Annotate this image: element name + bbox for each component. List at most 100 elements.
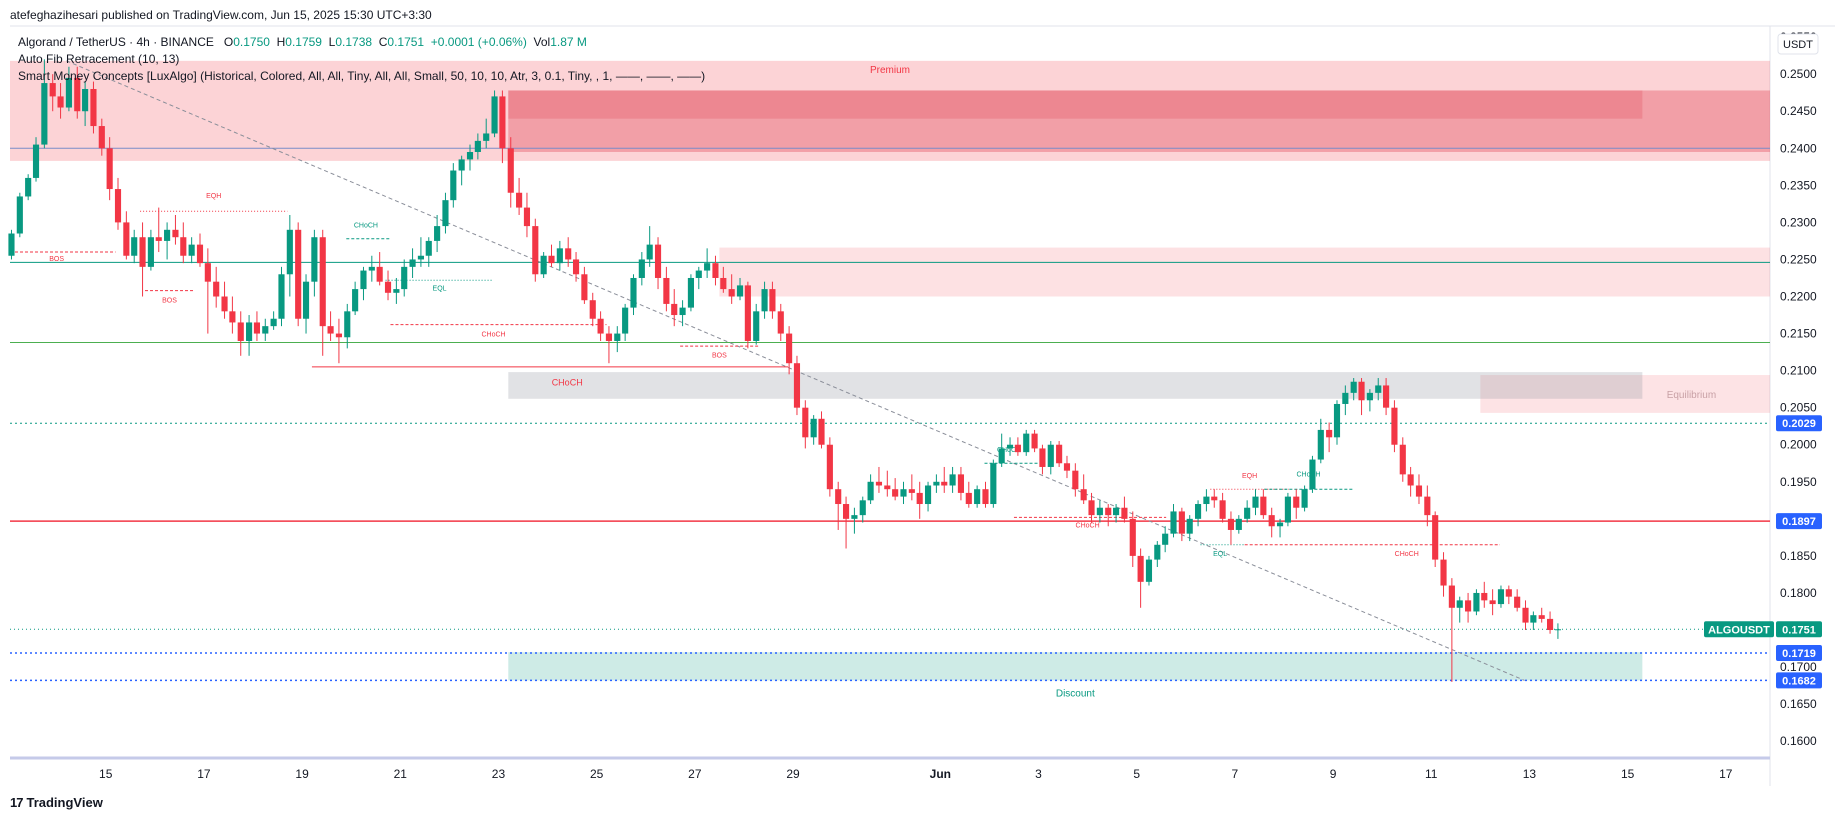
candle (736, 277, 744, 301)
candle (32, 137, 40, 182)
currency-label: USDT (1783, 39, 1813, 51)
candle-body (540, 255, 547, 275)
y-tick-label: 0.1850 (1780, 549, 1817, 563)
candle (704, 248, 711, 278)
candle-body (1448, 585, 1455, 608)
candle (753, 303, 760, 345)
candle (835, 481, 842, 530)
candle-body (344, 311, 351, 338)
candle-body (818, 418, 825, 445)
y-tick-label: 0.2000 (1780, 438, 1817, 452)
candle (1522, 600, 1529, 631)
candle (458, 155, 465, 186)
candle-body (41, 83, 48, 145)
candle-body (1056, 444, 1063, 464)
structure-label-bos-7: BOS (712, 352, 727, 359)
candle (1317, 418, 1324, 464)
candle-body (965, 492, 972, 505)
candle-body (1293, 496, 1300, 508)
zone-ob-top (508, 90, 1770, 152)
candle-body (1023, 433, 1030, 453)
candle (1235, 515, 1242, 534)
candle-body (311, 237, 318, 282)
x-tick-label: 7 (1232, 767, 1239, 781)
candle (1301, 485, 1308, 512)
candle (147, 229, 154, 271)
candle-body (605, 333, 613, 341)
candle-body (908, 489, 915, 493)
candle-body (1072, 470, 1079, 490)
currency-box (1777, 33, 1819, 55)
candle-body (1121, 507, 1128, 519)
candle (679, 300, 686, 327)
candle-body (1252, 496, 1259, 508)
candle-body (597, 318, 604, 334)
zone-label-discount: Discount (1056, 688, 1095, 699)
candle-body (941, 481, 948, 486)
volume-value: 1.87 M (550, 35, 587, 49)
candle-body (990, 463, 997, 505)
candle (900, 481, 907, 505)
candle-body (1088, 500, 1095, 516)
candle-body (916, 492, 923, 505)
candle (1432, 511, 1439, 568)
candle-body (646, 244, 653, 260)
candle-body (532, 226, 539, 275)
candle (744, 281, 751, 349)
y-tick-label: 0.1700 (1780, 660, 1817, 674)
candle (777, 303, 784, 341)
candle-body (352, 289, 359, 312)
candle (1162, 526, 1169, 553)
candle (1096, 500, 1103, 523)
candle-body (49, 83, 56, 97)
symbol-title[interactable]: Algorand / TetherUS · 4h · BINANCE (18, 35, 214, 49)
y-tick-label: 0.1950 (1780, 475, 1817, 489)
symbol-tag-box (1704, 621, 1774, 638)
structure-label-choch-13: CHoCH (1395, 551, 1419, 558)
candle (695, 266, 702, 290)
candle (474, 133, 481, 160)
indicator-fib[interactable]: Auto Fib Retracement (10, 13) (18, 52, 180, 66)
candle (859, 496, 866, 523)
candle-body (835, 489, 842, 505)
candle-body (761, 289, 768, 312)
candle (851, 507, 858, 534)
candle (164, 222, 171, 260)
close-value: 0.1751 (387, 35, 425, 49)
structure-label-choch-6: CHoCH (552, 377, 583, 387)
structure-label-choch-8: CHoCH (997, 447, 1021, 454)
candle-body (483, 133, 490, 141)
candle-body (712, 263, 719, 278)
candle-body (1309, 459, 1316, 490)
candle-body (246, 322, 253, 341)
candle-body (753, 311, 760, 341)
candle (1006, 437, 1014, 456)
candle (1088, 492, 1095, 523)
candle (532, 218, 539, 282)
candle (1473, 589, 1480, 616)
candle (1063, 455, 1071, 479)
candle-body (25, 177, 32, 197)
candle (1039, 444, 1046, 475)
candle-body (1497, 589, 1505, 605)
candle-body (1465, 600, 1472, 612)
candle-body (949, 474, 956, 486)
candle-body (556, 248, 563, 264)
structure-label-choch-3: CHoCH (354, 223, 378, 230)
candle-body (131, 237, 138, 256)
candle (1456, 596, 1463, 623)
candle-body (1080, 489, 1087, 501)
candle (941, 466, 948, 493)
candle-body (368, 266, 375, 271)
candle (818, 411, 825, 449)
candle (8, 229, 15, 260)
indicator-smc[interactable]: Smart Money Concepts [LuxAlgo] (Historic… (18, 69, 706, 83)
tradingview-brand[interactable]: 17 TradingView (10, 795, 103, 810)
candle (654, 237, 662, 290)
candle-body (1006, 444, 1014, 449)
candle (16, 192, 23, 238)
candle (712, 255, 719, 286)
candle (540, 252, 547, 278)
candle-body (720, 277, 727, 290)
